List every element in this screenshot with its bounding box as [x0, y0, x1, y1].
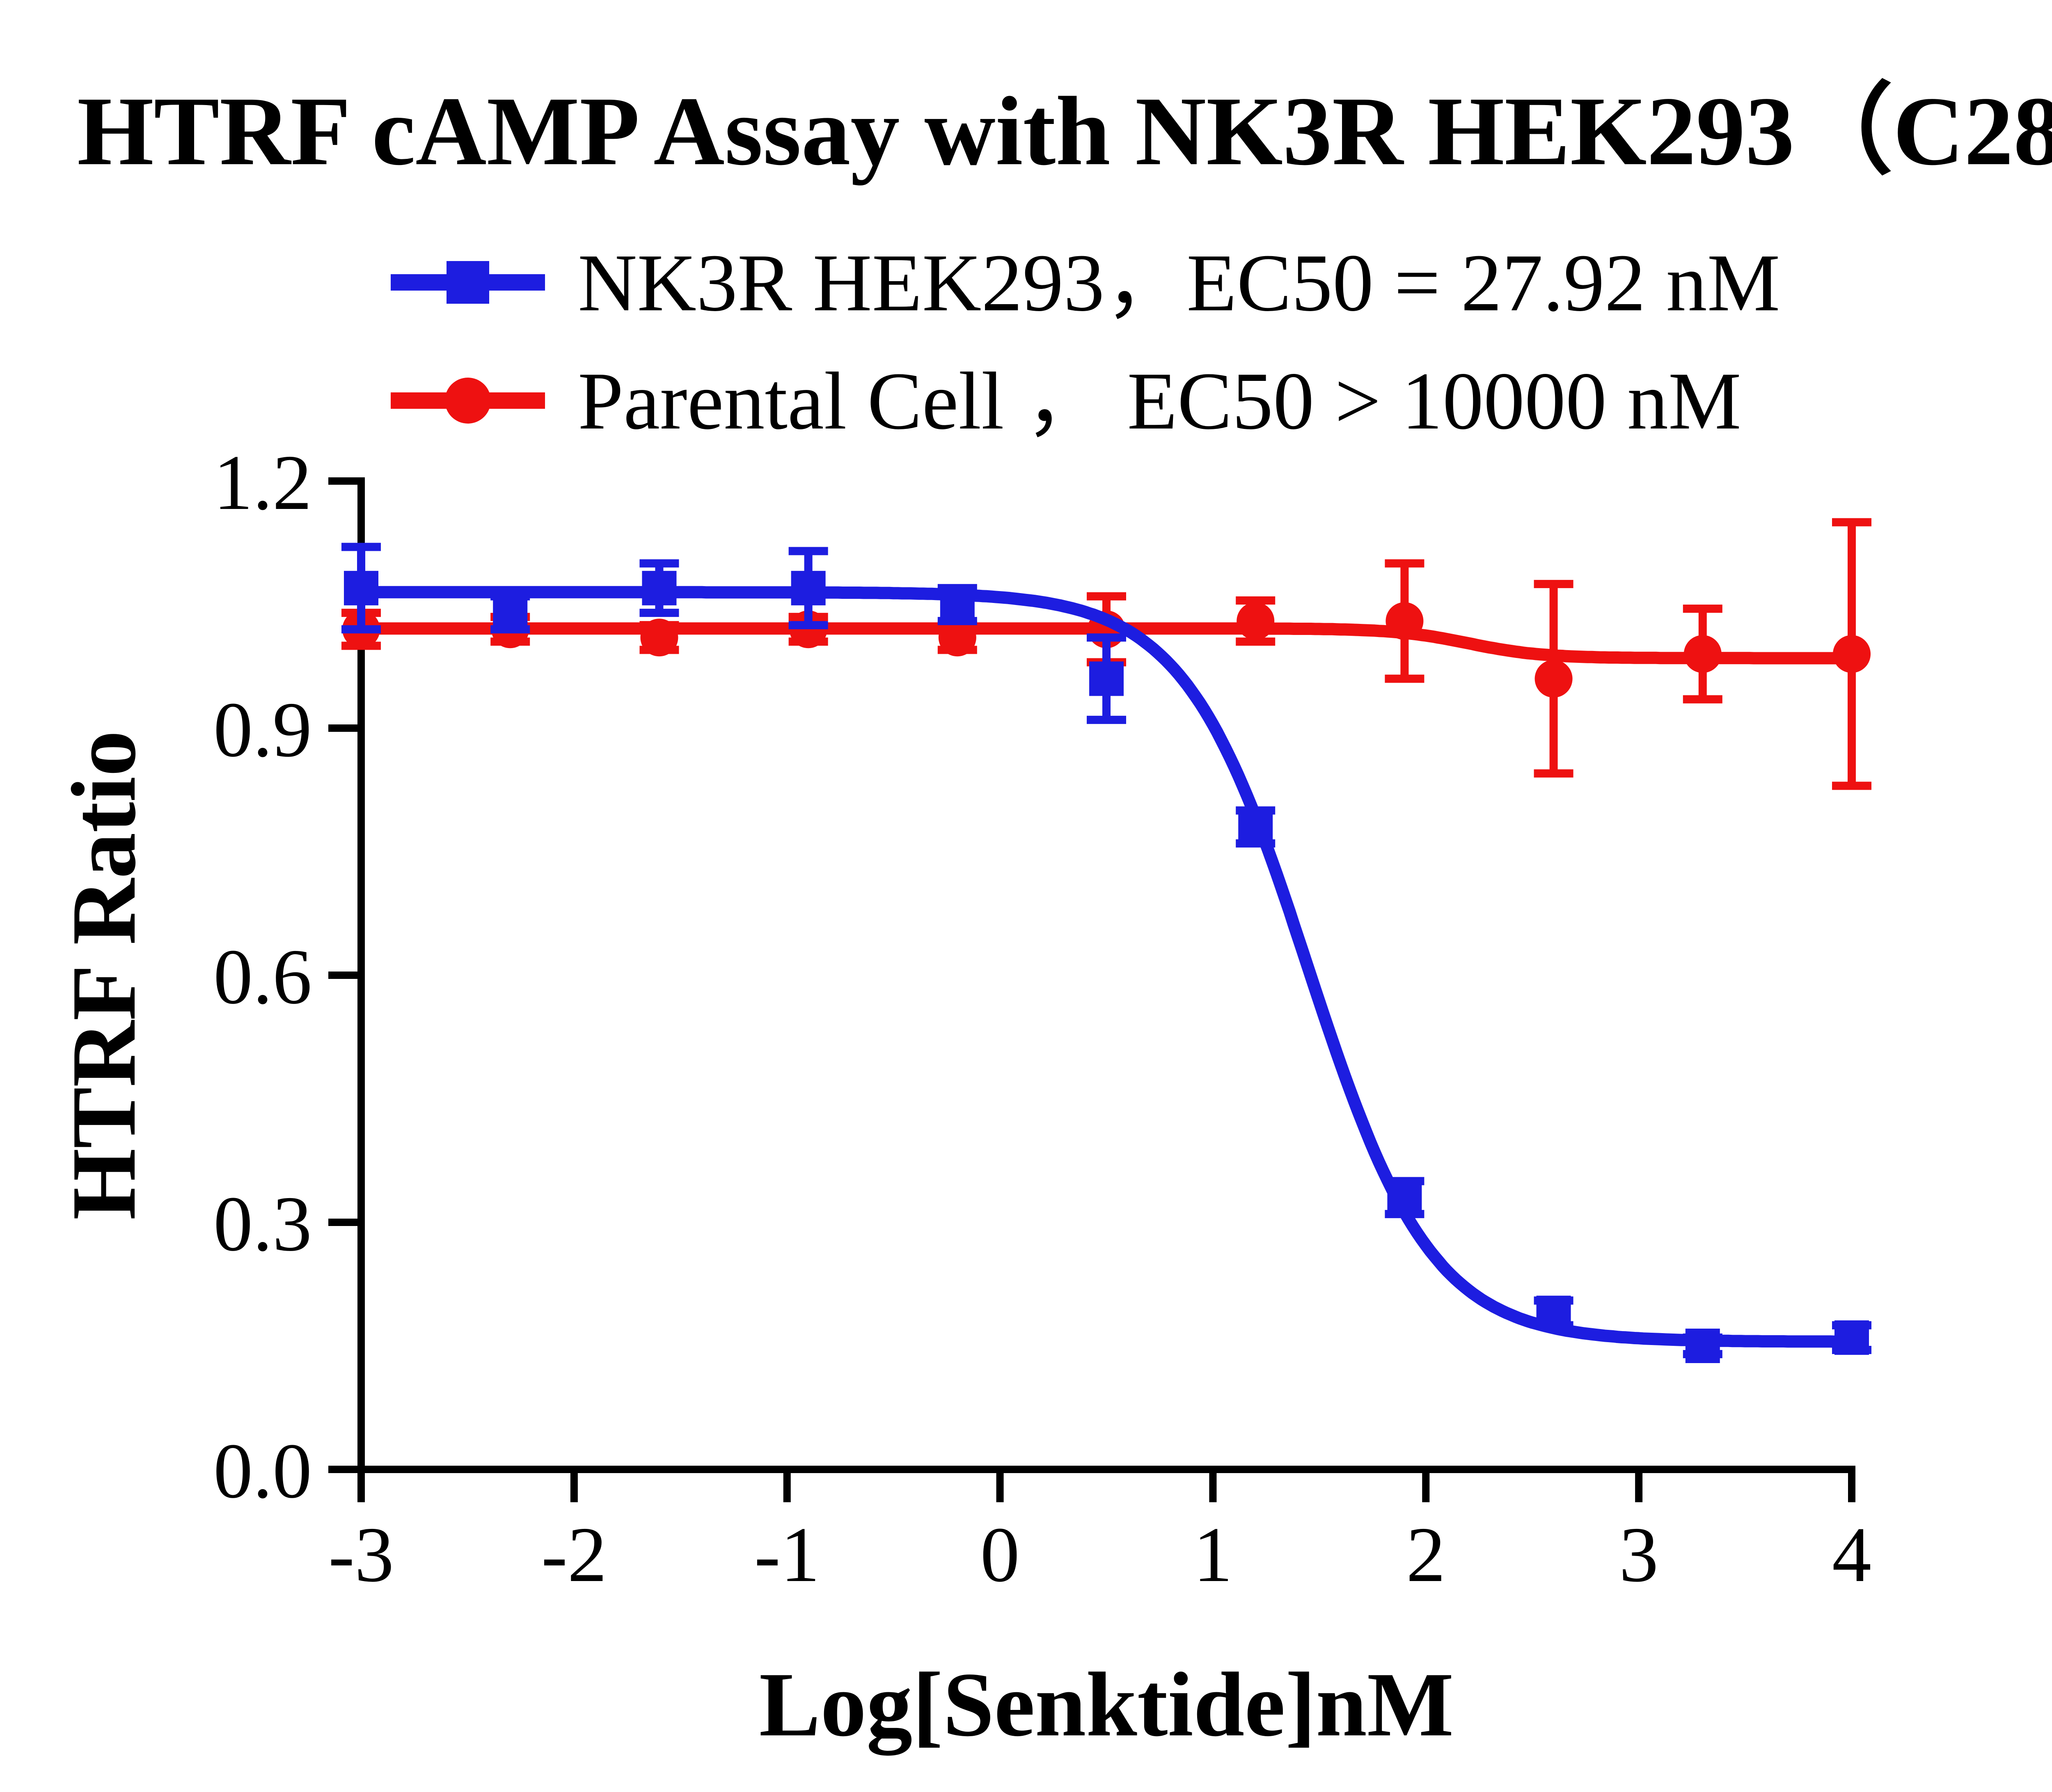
- y-tick-label: 0.9: [213, 686, 312, 773]
- data-point-nk3r-hek293: [344, 571, 378, 605]
- series-curve-nk3r-hek293: [355, 586, 1858, 1348]
- data-point-nk3r-hek293: [1387, 1180, 1422, 1215]
- data-point-nk3r-hek293: [493, 596, 528, 630]
- x-tick-label: -3: [328, 1511, 394, 1598]
- chart-title: HTRF cAMP Assay with NK3R HEK293（C28）: [77, 76, 2052, 186]
- data-point-nk3r-hek293: [1238, 809, 1273, 844]
- data-point-nk3r-hek293: [642, 571, 677, 605]
- x-axis-title: Log[Senktide]nM: [759, 1654, 1454, 1756]
- legend-circle-marker-icon: [445, 378, 491, 424]
- legend: NK3R HEK293，EC50 = 27.92 nM Parental Cel…: [391, 238, 1780, 447]
- y-tick-label: 1.2: [213, 439, 312, 526]
- y-tick-label: 0.6: [213, 933, 312, 1020]
- x-tick-label: 2: [1406, 1511, 1445, 1598]
- data-point-parental-cell: [1386, 602, 1424, 640]
- data-point-parental-cell: [789, 610, 827, 649]
- data-point-parental-cell: [640, 619, 678, 657]
- legend-item-parental: Parental Cell ， EC50 > 10000 nM: [391, 356, 1741, 447]
- data-point-nk3r-hek293: [1536, 1295, 1571, 1330]
- legend-label-parental: Parental Cell ， EC50 > 10000 nM: [578, 356, 1741, 447]
- data-point-parental-cell: [938, 619, 976, 657]
- x-tick-label: 0: [980, 1511, 1020, 1598]
- data-point-nk3r-hek293: [1834, 1320, 1869, 1355]
- data-point-nk3r-hek293: [1685, 1329, 1720, 1363]
- x-tick-label: 3: [1619, 1511, 1658, 1598]
- y-axis-title: HTRF Ratio: [53, 731, 155, 1220]
- y-tick-label: 0.3: [213, 1180, 312, 1267]
- data-point-nk3r-hek293: [791, 571, 826, 605]
- data-point-nk3r-hek293: [940, 587, 975, 622]
- legend-square-marker-icon: [447, 261, 489, 304]
- x-tick-label: -1: [754, 1511, 820, 1598]
- plot-area: -3 -2 -1 0 1 2 3 4 0.0 0.3 0.6 0.9 1.2: [213, 439, 1871, 1598]
- data-point-parental-cell: [1237, 602, 1275, 640]
- x-tick-label: 1: [1193, 1511, 1232, 1598]
- x-tick-label: 4: [1832, 1511, 1871, 1598]
- legend-label-nk3r: NK3R HEK293，EC50 = 27.92 nM: [578, 238, 1780, 328]
- data-point-nk3r-hek293: [1089, 661, 1124, 696]
- legend-item-nk3r: NK3R HEK293，EC50 = 27.92 nM: [391, 238, 1780, 328]
- data-point-parental-cell: [1534, 660, 1573, 698]
- data-point-parental-cell: [1683, 635, 1722, 673]
- x-tick-label: -2: [541, 1511, 607, 1598]
- y-tick-label: 0.0: [213, 1427, 312, 1515]
- data-point-parental-cell: [1833, 635, 1871, 673]
